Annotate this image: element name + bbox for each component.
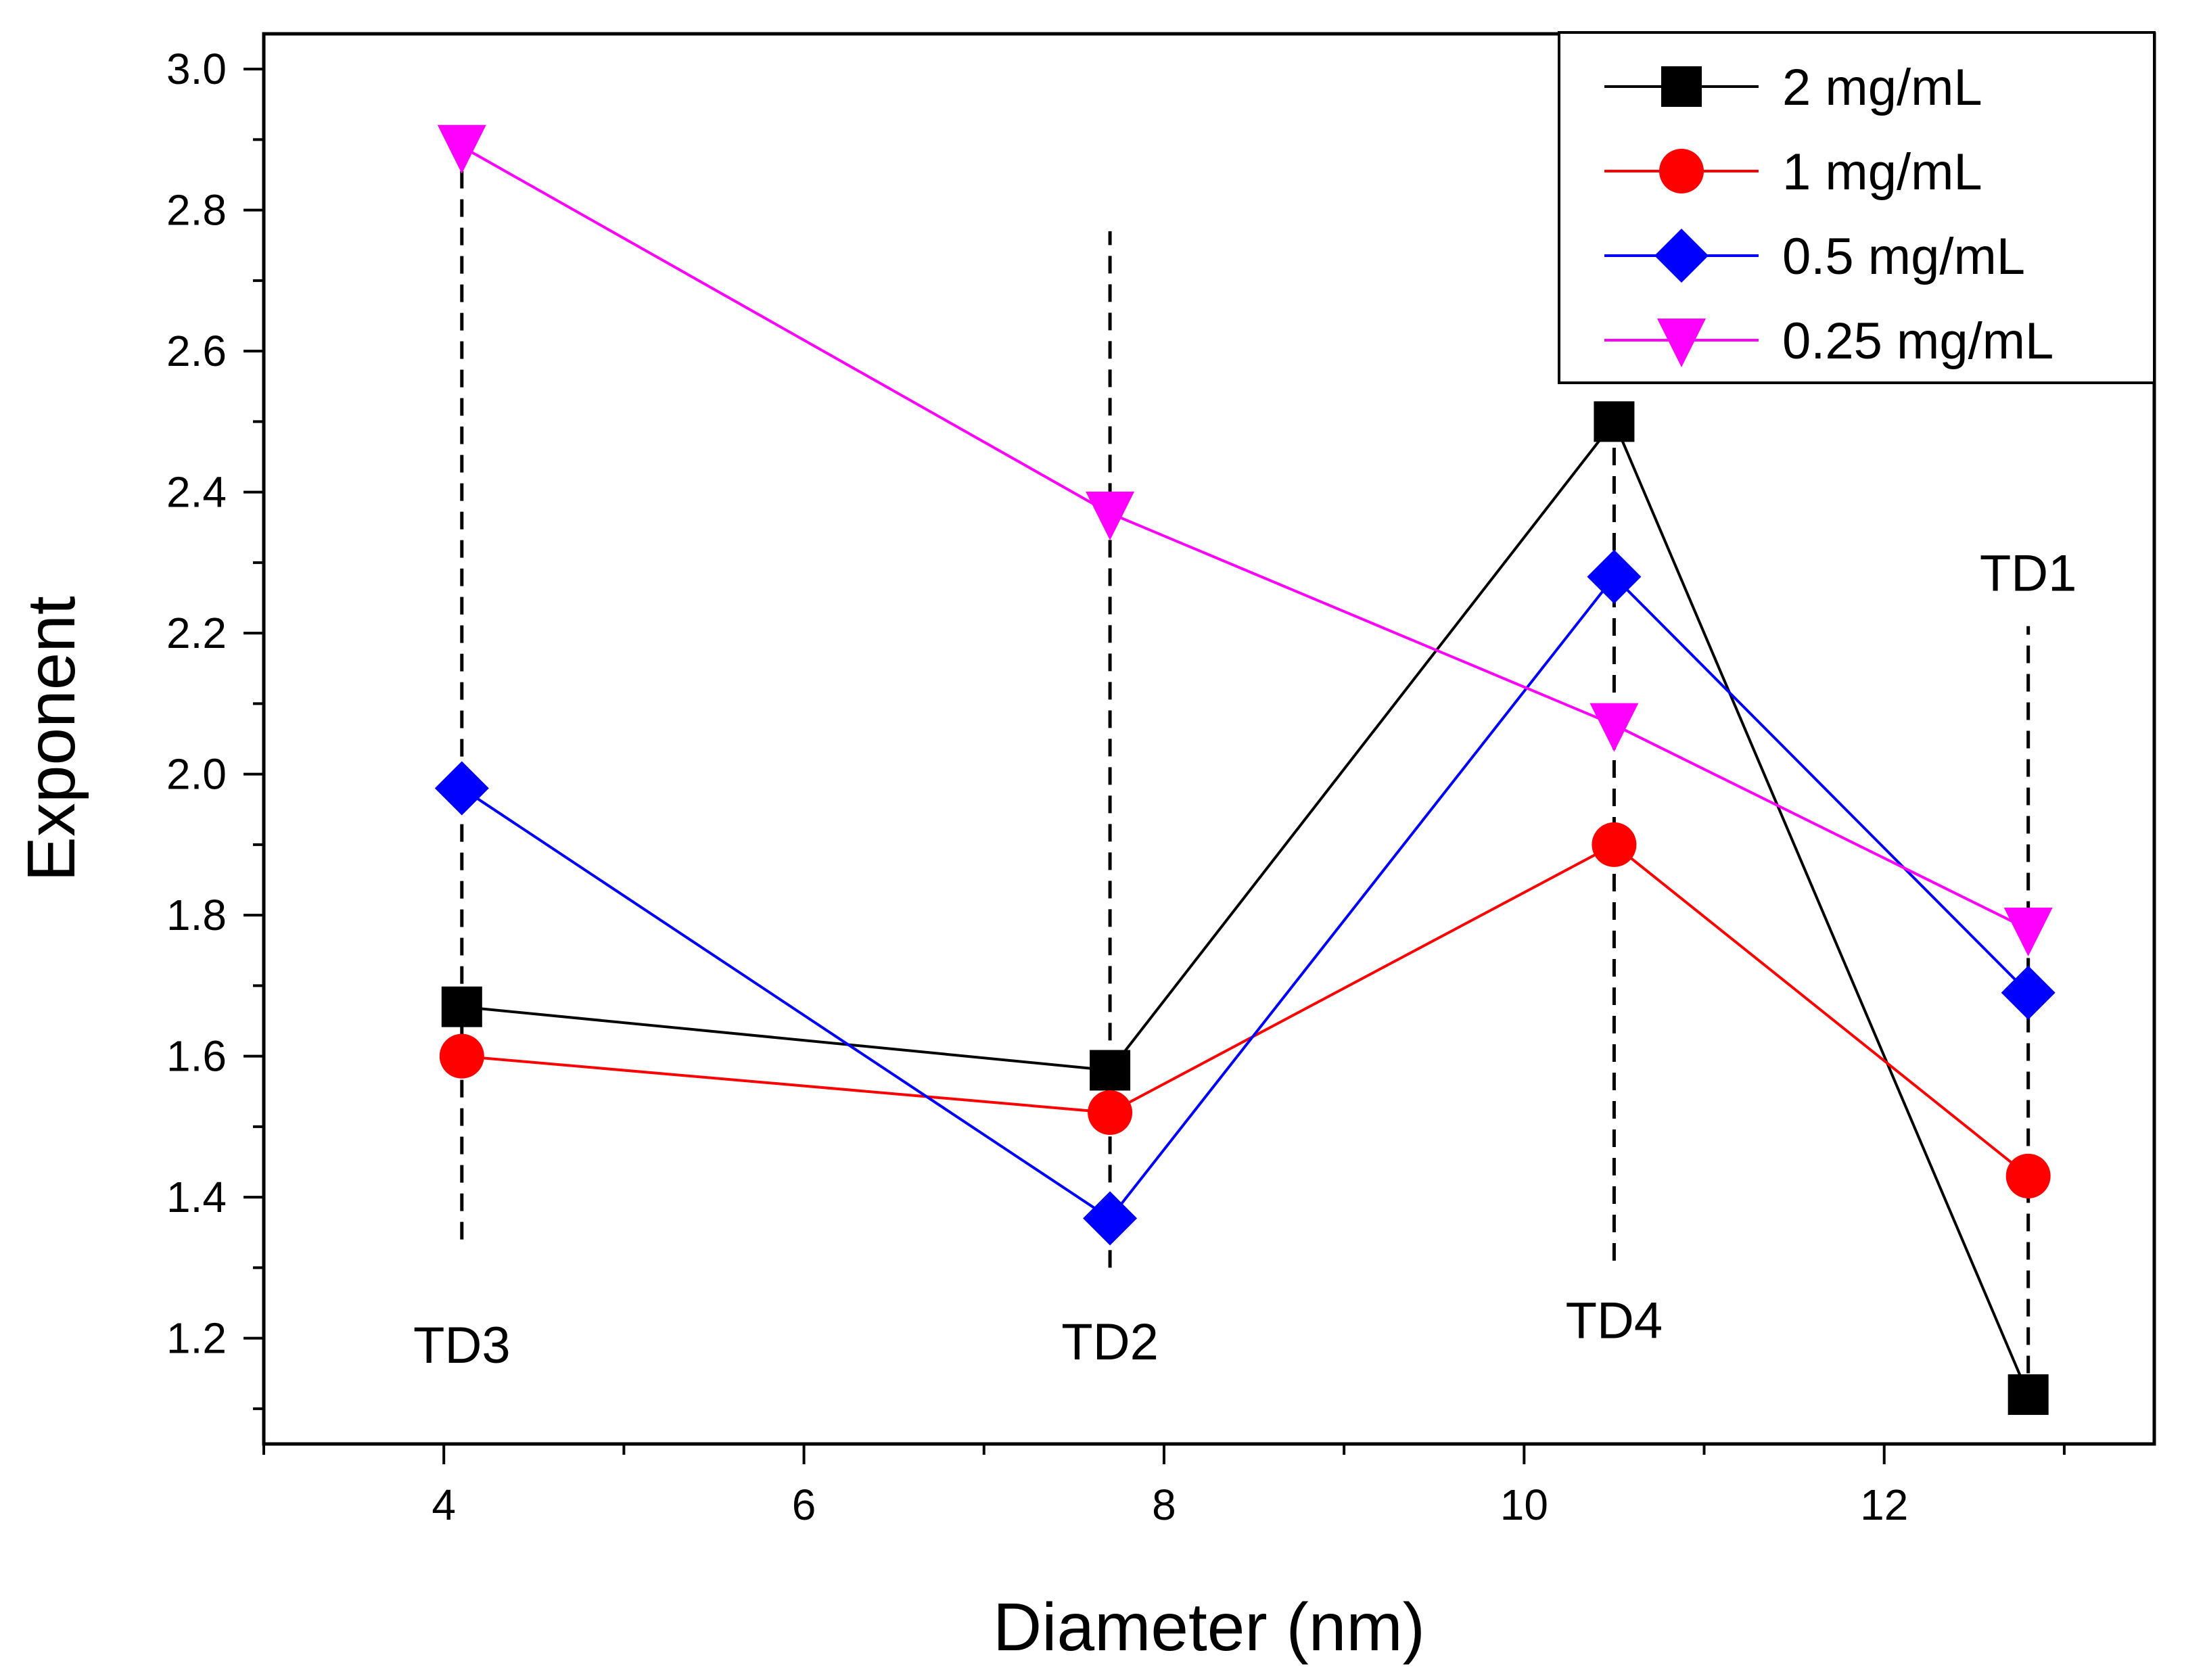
series-line <box>461 574 2030 1221</box>
data-point <box>441 986 482 1027</box>
data-point <box>2005 1153 2051 1198</box>
plot-frame <box>262 32 2156 1446</box>
annotation-layer: TD3 TD2 TD4 TD1 <box>413 154 2077 1402</box>
y-tick-label: 1.4 <box>166 1173 227 1221</box>
legend: 2 mg/mL 1 mg/mL 0.5 mg/mL 0.25 mg/mL <box>1558 31 2156 384</box>
legend-entry: 1 mg/mL <box>1604 143 1982 201</box>
y-tick-label: 2.8 <box>166 186 227 235</box>
series-line <box>461 843 2029 1177</box>
legend-label: 2 mg/mL <box>1782 59 1982 116</box>
data-point <box>439 1033 484 1079</box>
y-tick-label: 2.0 <box>166 750 227 799</box>
legend-marker <box>1654 229 1709 283</box>
data-point <box>1592 822 1637 867</box>
annotation-label: TD3 <box>413 1317 511 1374</box>
axes-layer <box>262 32 2156 1446</box>
data-point <box>1090 1050 1131 1091</box>
data-point <box>2003 907 2053 956</box>
annotation-label: TD2 <box>1061 1313 1159 1371</box>
y-axis-title: Exponent <box>14 596 89 882</box>
data-point <box>1587 549 1642 604</box>
legend-box <box>1558 31 2156 384</box>
x-tick-label: 4 <box>432 1480 456 1529</box>
data-point <box>2001 965 2056 1020</box>
series-line <box>461 145 2029 931</box>
y-tick-label: 1.8 <box>166 891 227 939</box>
x-tick-label: 6 <box>792 1480 816 1529</box>
legend-entry: 0.5 mg/mL <box>1604 228 2025 285</box>
legend-label: 0.25 mg/mL <box>1782 312 2053 370</box>
y-tick-label: 1.6 <box>166 1032 227 1081</box>
series-0-5-mg-ml <box>434 549 2056 1246</box>
tick-layer: 4 6 8 10 12 1.2 1.4 1.6 1.8 2.0 2.2 2.4 2.6 2.8 3.0 <box>166 45 2066 1529</box>
series-1-mg-ml <box>439 822 2051 1198</box>
legend-marker <box>1661 66 1702 107</box>
legend-entry: 0.25 mg/mL <box>1604 312 2053 370</box>
y-tick-label: 3.0 <box>166 45 227 93</box>
series-layer <box>434 124 2056 1416</box>
data-point <box>434 761 489 816</box>
legend-marker <box>1657 319 1706 367</box>
y-tick-label: 1.2 <box>166 1314 227 1363</box>
data-point <box>1086 491 1135 540</box>
series-line <box>461 419 2030 1395</box>
legend-entry: 2 mg/mL <box>1604 59 1982 116</box>
annotation-label: TD1 <box>1980 545 2077 603</box>
data-point <box>1083 1191 1138 1246</box>
series-0-25-mg-ml <box>437 124 2053 956</box>
data-point <box>437 124 486 174</box>
annotation-label: TD4 <box>1566 1292 1663 1350</box>
y-tick-label: 2.6 <box>166 327 227 375</box>
x-tick-label: 12 <box>1860 1480 1908 1529</box>
y-tick-label: 2.4 <box>166 468 227 517</box>
legend-label: 1 mg/mL <box>1782 143 1982 201</box>
data-point <box>1088 1090 1133 1136</box>
y-tick-label: 2.2 <box>166 609 227 657</box>
x-axis-title: Diameter (nm) <box>993 1589 1425 1665</box>
legend-marker <box>1659 149 1704 193</box>
data-point <box>1589 703 1639 752</box>
series-2-mg-ml <box>441 401 2049 1416</box>
x-tick-label: 8 <box>1152 1480 1176 1529</box>
legend-label: 0.5 mg/mL <box>1782 228 2025 285</box>
data-point <box>2007 1374 2049 1416</box>
data-point <box>1594 401 1635 442</box>
x-tick-label: 10 <box>1500 1480 1548 1529</box>
